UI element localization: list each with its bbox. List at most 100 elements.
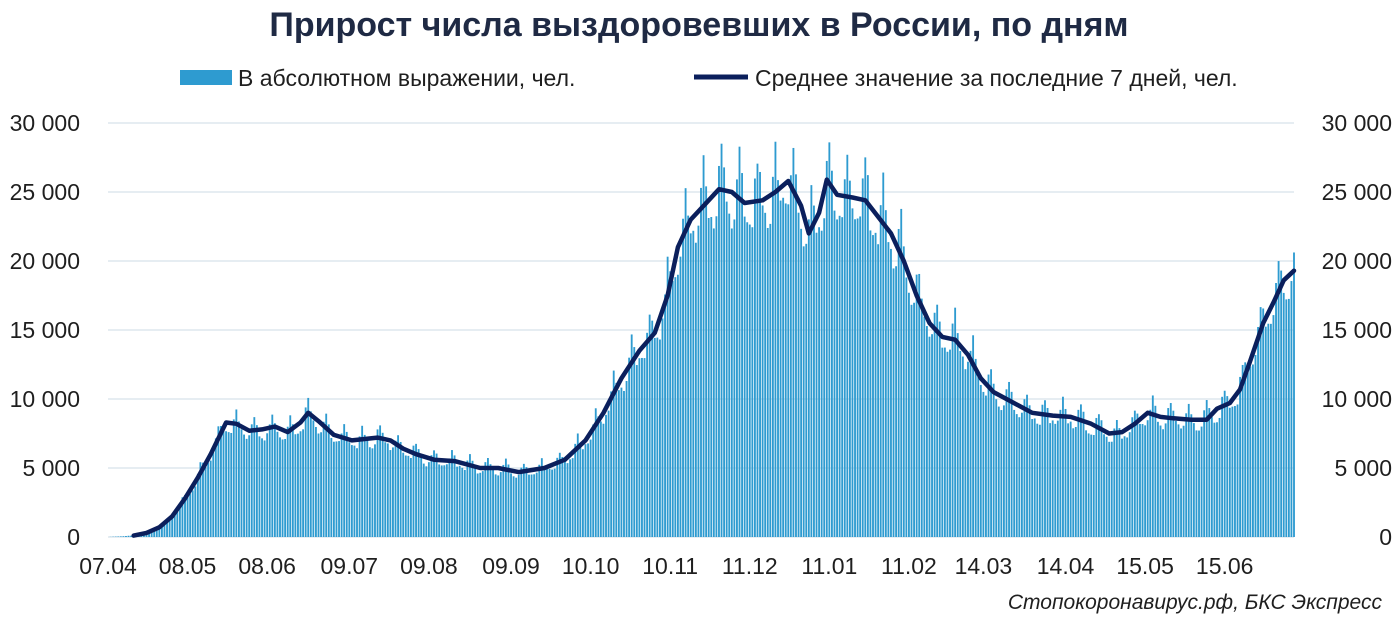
bar [977, 376, 980, 537]
bar [890, 248, 892, 537]
y-tick-label-left: 5 000 [22, 455, 80, 481]
bar [374, 444, 376, 537]
bar [854, 219, 856, 537]
bar [404, 455, 407, 537]
bar [797, 212, 800, 537]
bar [309, 411, 312, 537]
bar [1020, 412, 1023, 537]
bar [461, 467, 464, 537]
bar [266, 433, 269, 537]
bar [171, 517, 174, 537]
bar [1087, 433, 1090, 537]
bar [725, 201, 728, 538]
bar [913, 302, 915, 537]
bar [646, 332, 649, 537]
bar [605, 414, 607, 537]
bar [425, 466, 428, 537]
bar [343, 424, 346, 537]
bar [787, 204, 790, 537]
bar [697, 225, 700, 538]
bar [1010, 391, 1013, 537]
bar [176, 511, 179, 537]
bar [307, 397, 310, 537]
x-tick-label: 07.04 [79, 553, 137, 579]
bar [379, 425, 382, 537]
y-tick-label-left: 30 000 [10, 110, 80, 136]
y-tick-label-right: 10 000 [1322, 386, 1392, 412]
bar [769, 223, 772, 537]
y-tick-label-left: 10 000 [10, 386, 80, 412]
bar [1182, 425, 1185, 537]
bar [1015, 414, 1018, 537]
bar [594, 408, 597, 537]
bar [1159, 425, 1162, 537]
bar [825, 160, 828, 538]
bar [771, 176, 774, 537]
bar [261, 438, 263, 537]
bar [448, 458, 451, 537]
bar [212, 452, 215, 537]
bar [910, 304, 913, 537]
bar [153, 529, 156, 537]
bar [558, 452, 561, 537]
bar [1054, 423, 1057, 537]
bar [232, 419, 235, 537]
bar [643, 358, 646, 537]
bar [240, 429, 243, 537]
bar [738, 146, 741, 538]
bar [484, 462, 487, 537]
bar [271, 414, 274, 537]
bar [1249, 366, 1252, 537]
bar [163, 520, 166, 537]
bar [1049, 423, 1052, 537]
bar [561, 456, 564, 537]
bar [504, 458, 507, 537]
x-tick-label: 08.05 [159, 553, 217, 579]
bar [1252, 364, 1254, 537]
bar [525, 467, 528, 537]
bar [538, 464, 541, 537]
bar [579, 442, 582, 537]
bar [389, 450, 392, 537]
source-note: Стопокоронавирус.рф, БКС Экспресс [1008, 591, 1383, 614]
chart-title: Прирост числа выздоровевших в России, по… [269, 6, 1128, 44]
bar [648, 314, 651, 537]
x-axis: 07.04 08.05 08.06 09.07 09.08 09.09 10.10 10.11… [79, 553, 1253, 579]
bar [602, 423, 605, 537]
bar [833, 210, 836, 538]
bar [802, 246, 805, 538]
bar [463, 469, 466, 537]
bar [1169, 403, 1172, 537]
bar [1223, 390, 1226, 537]
bar [350, 445, 353, 537]
bar [1108, 441, 1111, 537]
bar [268, 424, 271, 537]
bar [584, 444, 587, 537]
bar [1105, 436, 1108, 537]
bar [1077, 409, 1080, 537]
bar [784, 203, 787, 537]
bar [843, 179, 846, 537]
bar [1118, 428, 1121, 537]
bar [587, 443, 589, 537]
bar [320, 432, 322, 537]
bar [469, 454, 471, 537]
legend-label-bars: В абсолютном выражении, чел. [238, 65, 575, 91]
bar [1287, 298, 1290, 537]
bar [820, 230, 823, 537]
bar [1246, 372, 1249, 537]
bar [856, 218, 859, 538]
bar [656, 337, 659, 537]
bar [1141, 424, 1144, 537]
bar [368, 447, 371, 537]
y-tick-label-right: 20 000 [1322, 248, 1392, 274]
bar [1267, 323, 1270, 537]
bar [1164, 423, 1167, 537]
bar [566, 463, 569, 537]
bar [1131, 417, 1134, 537]
bar [479, 472, 482, 537]
bar [848, 180, 851, 537]
bar [1128, 432, 1131, 537]
bar [399, 441, 402, 537]
bar [515, 477, 518, 537]
